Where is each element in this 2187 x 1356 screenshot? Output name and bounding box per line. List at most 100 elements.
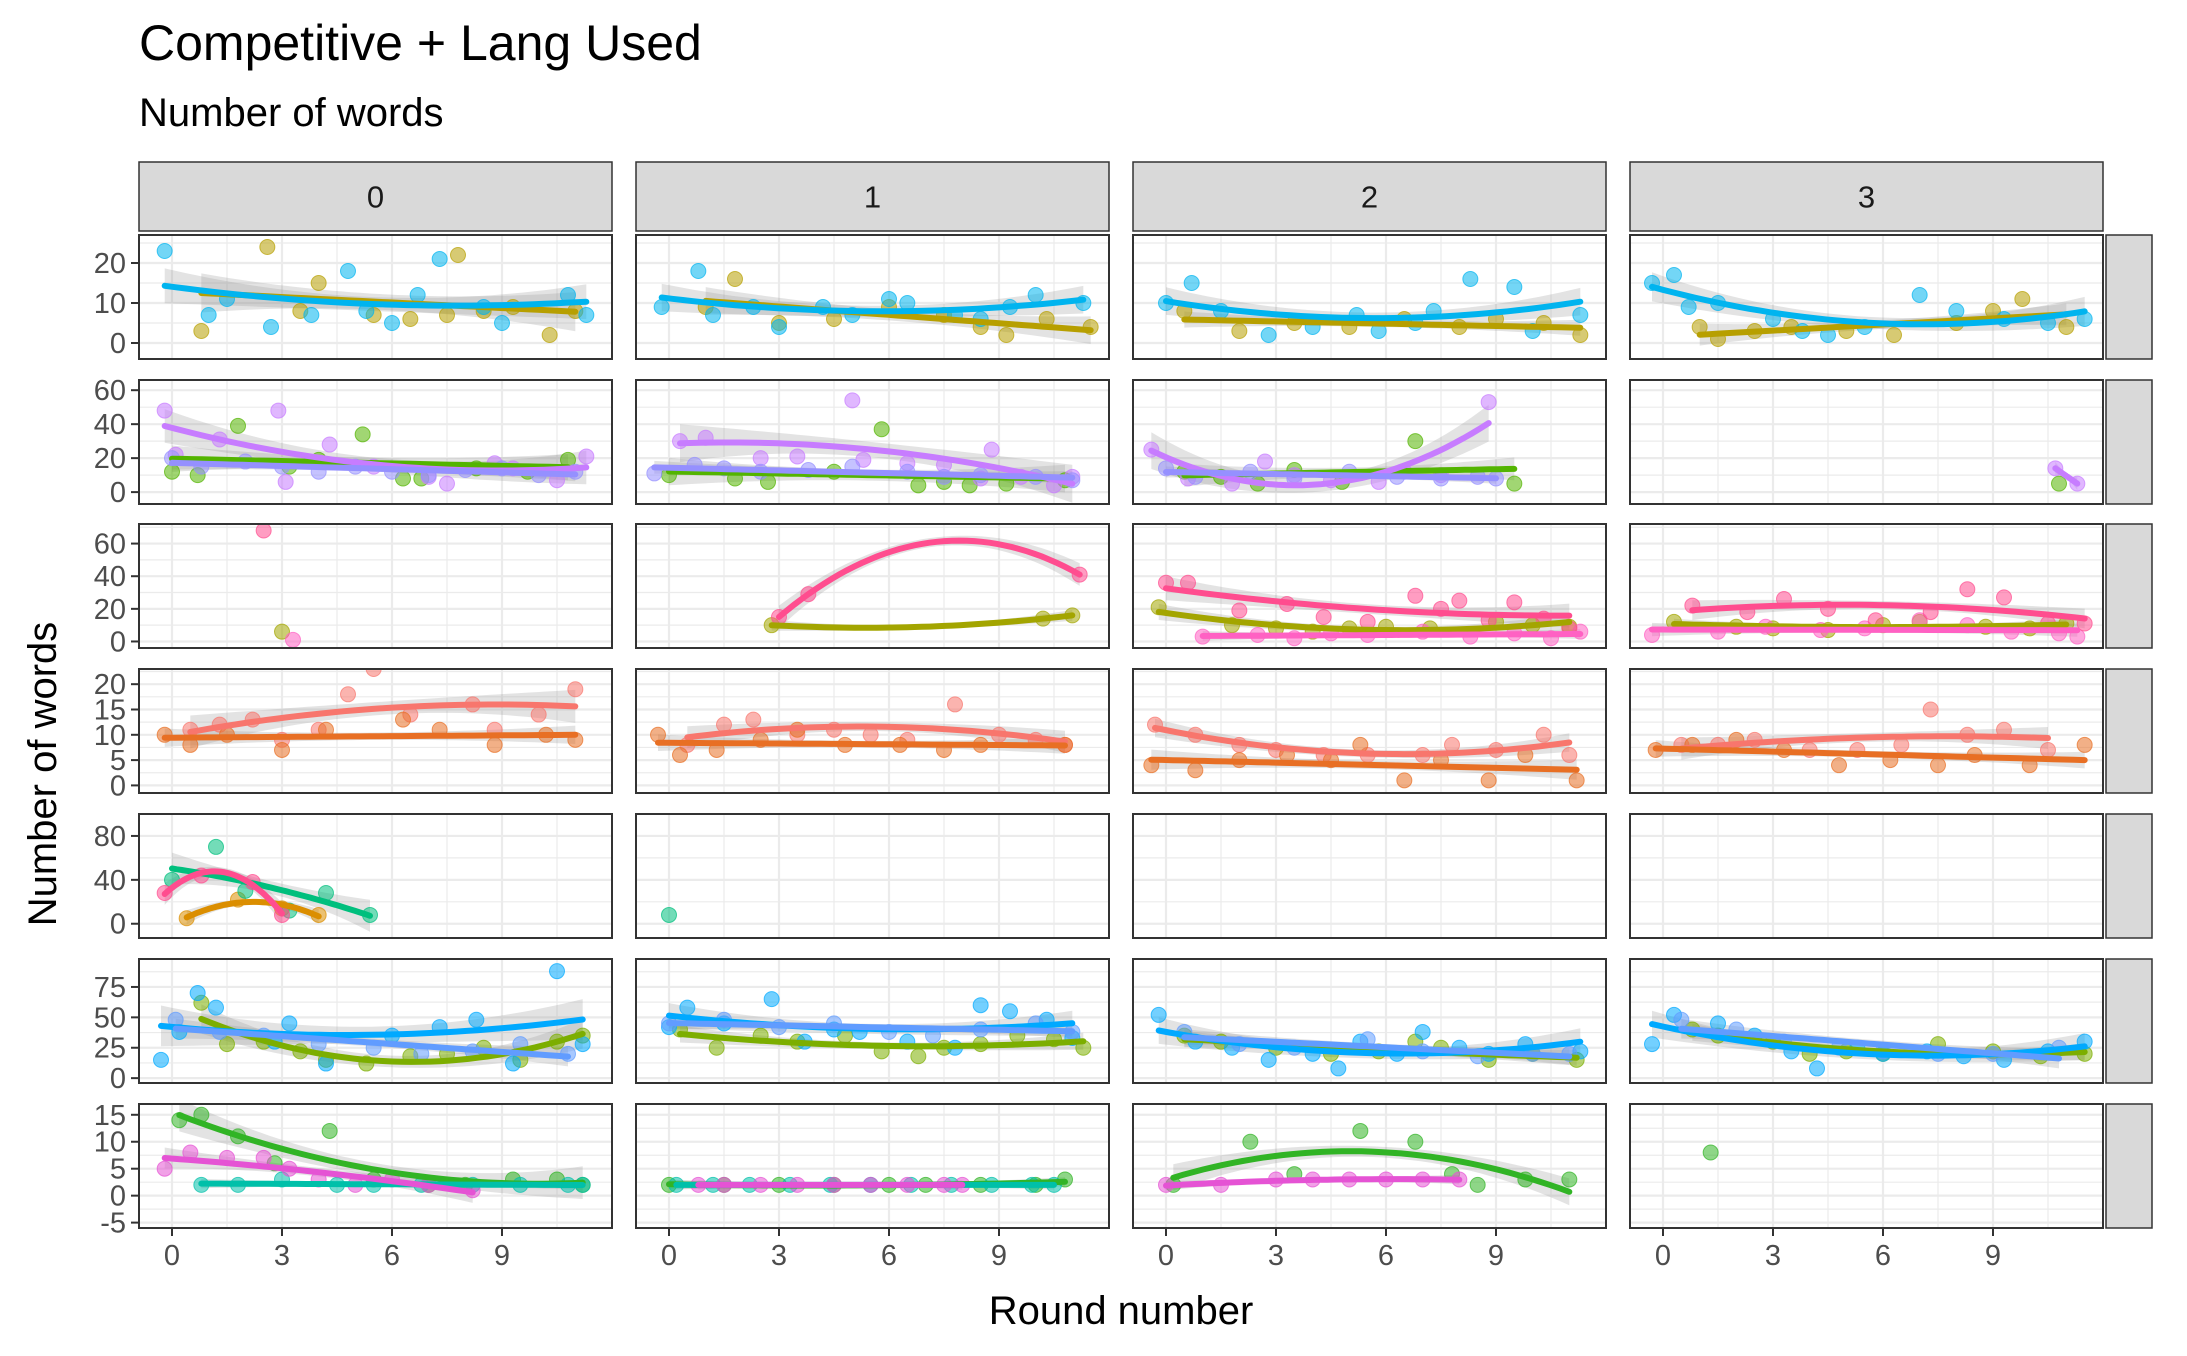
data-point [1886,327,1902,343]
data-point [1352,1122,1369,1139]
data-point [745,711,762,728]
facet-panel: 0 3 6 9 [1629,1103,2104,1272]
data-point [1469,1176,1486,1193]
y-tick-label: 15 [94,694,126,726]
smooth-fit-line [666,1020,1076,1035]
data-point [998,327,1015,343]
smooth-fit-line [1678,733,2051,752]
data-point [263,319,279,335]
panel-content [156,239,595,343]
data-point [541,327,558,343]
panel-content [156,1104,591,1203]
data-point [705,307,721,323]
data-point [1680,299,1697,315]
x-tick-label: 0 [661,1240,677,1272]
y-tick-label: 0 [110,1063,126,1095]
facet-panel: 0 [138,161,613,360]
data-point [679,999,696,1016]
panel-content [1143,716,1585,789]
facet-panels: 01020DkPSW01230204060DuhEb0204060H5Ny605… [94,161,2153,1272]
row-facet-strip [2105,958,2153,1084]
data-point [567,681,584,698]
data-point [153,1051,169,1068]
data-point [340,263,356,279]
x-axis-label: Round number [989,1289,1254,1333]
data-point [310,275,327,291]
data-point [193,323,210,339]
x-tick-label: 9 [1985,1240,2001,1272]
data-point [2076,736,2093,753]
panel-border [1629,523,2104,649]
data-point [468,1011,485,1028]
y-tick-label: 20 [94,669,126,701]
row-facet-strip [2105,379,2153,505]
panel-content [661,991,1092,1065]
data-point [1480,772,1497,789]
column-facet-label: 0 [367,180,384,215]
y-tick-label: 40 [94,865,126,897]
row-facet-strip [2105,668,2153,794]
data-point [727,271,743,287]
panel-content [650,696,1073,764]
facet-panel [1629,813,2104,939]
y-tick-label: 75 [94,972,126,1004]
panel-content [1647,701,2093,774]
panel-content [653,263,1099,344]
panel-border [138,1103,613,1229]
data-point [947,696,963,713]
smooth-fit-line [161,868,285,917]
data-point [881,291,897,307]
y-tick-label: 20 [94,248,126,280]
x-tick-label: 3 [771,1240,787,1272]
x-tick-label: 3 [1268,1240,1284,1272]
data-point [439,475,455,492]
data-point [1260,327,1277,343]
data-point [708,1039,725,1056]
data-point [450,247,466,263]
data-point [321,436,338,453]
y-tick-label: 20 [94,594,126,626]
smooth-fit-line [1163,1176,1463,1189]
y-tick-label: 0 [110,909,126,941]
smooth-fit-line [1678,1025,2062,1062]
y-tick-label: 10 [94,288,126,320]
data-point [672,747,688,764]
y-tick-label: -5 [100,1208,126,1240]
facet-panel [635,813,1110,939]
data-point [1257,453,1273,470]
x-tick-label: 6 [1875,1240,1891,1272]
smooth-fit-line [187,701,579,735]
panel-border [635,234,1110,360]
column-facet-strip [1629,161,2104,232]
y-tick-label: 25 [94,1033,126,1065]
smooth-fit-line [198,1180,586,1188]
y-tick-label: 0 [110,477,126,509]
row-facet-strip [2105,1103,2153,1229]
data-point [354,426,371,443]
smooth-fit-line [161,1155,476,1196]
panel-content [255,524,301,648]
x-tick-label: 0 [1158,1240,1174,1272]
data-point [661,906,677,923]
facet-panel [635,379,1110,505]
facet-panel: 0 3 6 9 [1132,1103,1607,1272]
smooth-fit-line [1671,621,2070,631]
data-point [910,1048,927,1065]
data-point [1330,1060,1347,1077]
data-point [983,441,1000,458]
column-facet-strip [138,161,613,232]
data-point [1506,475,1523,492]
facet-panel [1132,523,1607,649]
data-point [1561,747,1578,764]
smooth-fit-line [169,459,579,478]
data-point [365,669,382,677]
y-tick-label: 10 [94,720,126,752]
x-tick-label: 9 [991,1240,1007,1272]
data-point [270,402,287,419]
panel-border [1132,234,1607,360]
column-facet-label: 2 [1361,180,1378,215]
data-point [1666,267,1682,283]
data-point [1187,762,1204,779]
column-facet-label: 3 [1858,180,1875,215]
